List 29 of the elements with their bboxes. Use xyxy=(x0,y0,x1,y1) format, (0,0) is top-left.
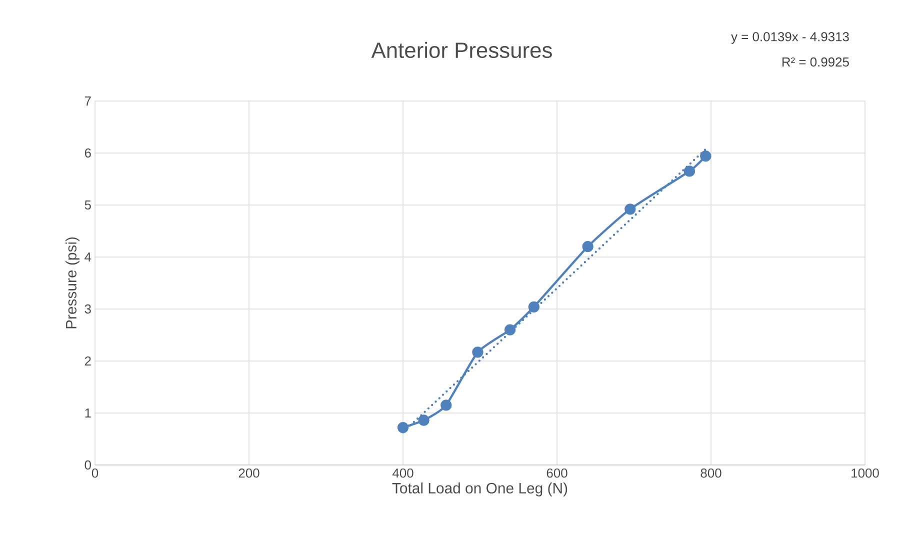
x-tick-label: 400 xyxy=(392,468,414,478)
x-tick-label: 600 xyxy=(546,468,568,478)
chart-title: Anterior Pressures xyxy=(371,42,552,58)
point xyxy=(700,150,712,162)
y-tick-label: 4 xyxy=(84,252,92,262)
point xyxy=(504,324,516,336)
point xyxy=(624,204,636,215)
text: y = 0.0139x - 4.9313 xyxy=(731,32,849,44)
y-tick-label: 6 xyxy=(84,148,91,158)
x-tick-label: 800 xyxy=(700,468,722,478)
x-axis-title: Total Load on One Leg (N) xyxy=(392,482,568,496)
point xyxy=(418,414,430,426)
point xyxy=(472,346,484,358)
y-axis-title: Pressure (psi) xyxy=(66,237,80,328)
x-tick-label: 200 xyxy=(238,468,260,478)
x-tick-label: 0 xyxy=(92,468,98,478)
y-tick-label: 5 xyxy=(84,200,91,210)
point xyxy=(528,301,540,312)
point xyxy=(582,241,594,252)
y-tick-label: 2 xyxy=(84,356,91,366)
y-tick-label: 1 xyxy=(85,408,91,418)
point xyxy=(684,166,696,177)
text: R² = 0.9925 xyxy=(782,57,849,67)
y-tick-label: 3 xyxy=(84,304,91,314)
point xyxy=(397,422,409,434)
point xyxy=(440,400,452,411)
y-tick-label: 0 xyxy=(84,460,91,470)
y-tick-label: 7 xyxy=(84,96,91,106)
x-tick-label: 1000 xyxy=(852,468,879,478)
